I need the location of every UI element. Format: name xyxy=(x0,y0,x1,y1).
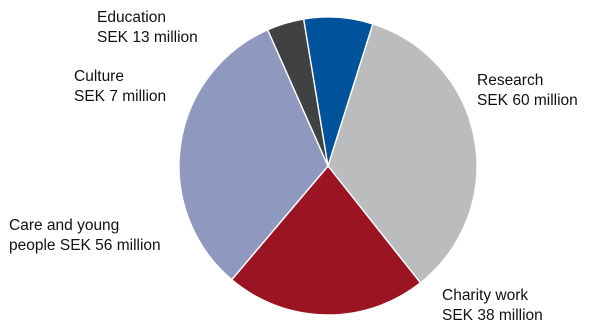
pie-slice-education xyxy=(302,16,374,167)
label-culture: Culture SEK 7 million xyxy=(74,68,167,105)
label-education: Education SEK 13 million xyxy=(97,9,198,46)
label-care-and-young-people: Care and young people SEK 56 million xyxy=(9,217,161,254)
pie-slice-research xyxy=(327,23,478,284)
pie-slice-care-and-young-people xyxy=(178,28,329,281)
label-charity-work: Charity work SEK 38 million xyxy=(442,287,543,324)
pie-slice-charity-work xyxy=(230,164,422,316)
label-research: Research SEK 60 million xyxy=(477,72,578,109)
